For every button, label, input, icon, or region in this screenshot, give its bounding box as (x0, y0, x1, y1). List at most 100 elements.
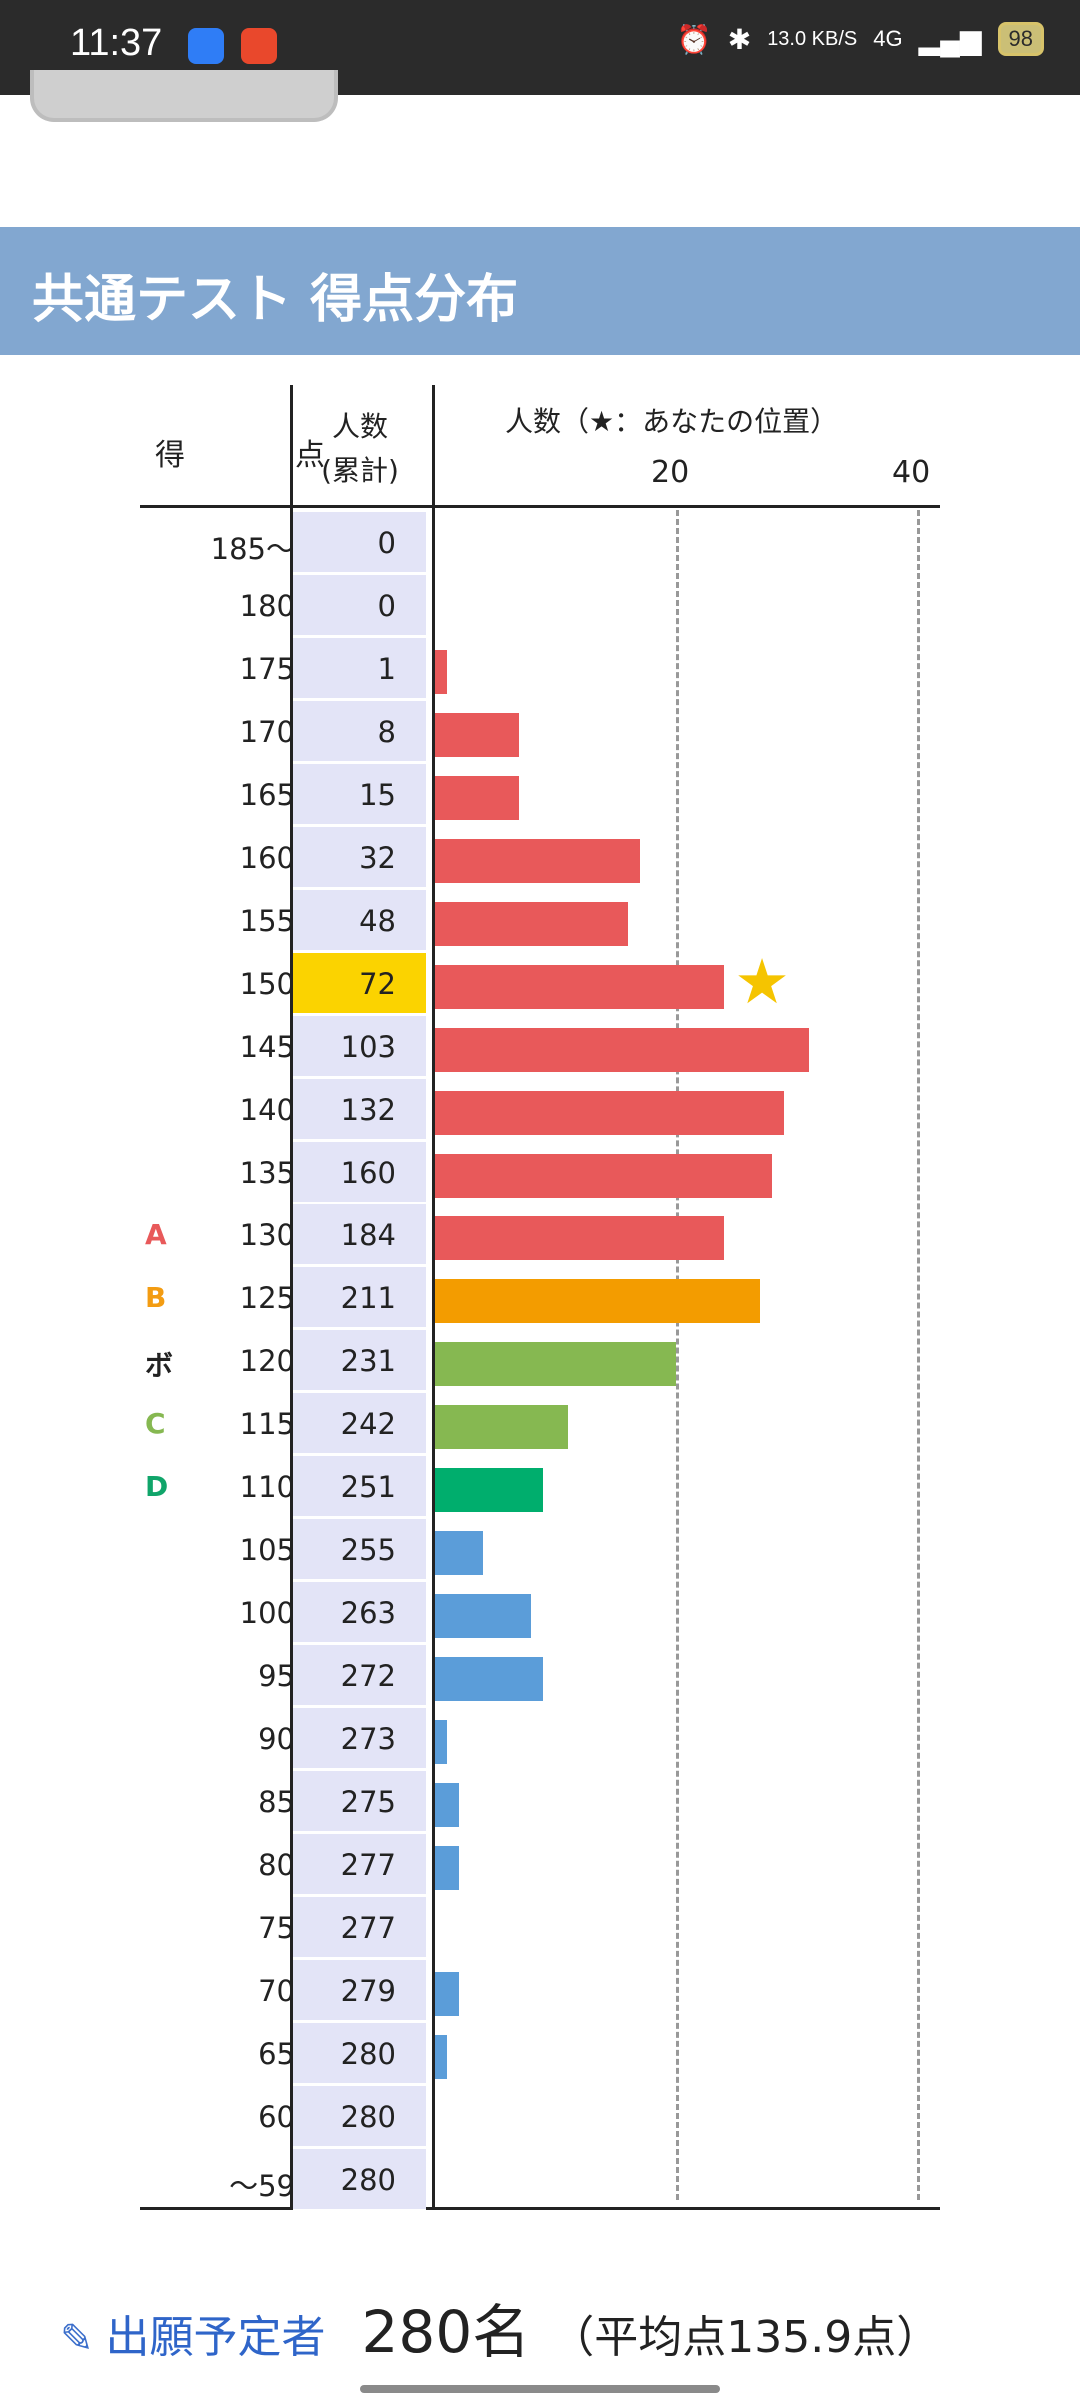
distribution-row: 170 8 (140, 700, 940, 763)
cumulative-count-cell: 272 (293, 1645, 426, 1708)
status-time: 11:37 (70, 22, 163, 64)
score-label: 75 (258, 1910, 295, 1945)
count-bar (435, 901, 628, 946)
cumulative-count: 277 (340, 1910, 396, 1945)
score-label: 130 (239, 1218, 295, 1253)
grade-marker: C (145, 1407, 166, 1441)
distribution-row: 90 273 (140, 1708, 940, 1771)
distribution-row: 175 1 (140, 637, 940, 700)
cumulative-count-cell: 1 (293, 637, 426, 700)
score-label: 165 (239, 777, 295, 812)
count-bar (435, 1594, 532, 1639)
cumulative-count-cell: 255 (293, 1519, 426, 1582)
cumulative-count: 15 (359, 777, 396, 812)
cumulative-count: 184 (340, 1218, 396, 1253)
score-label: 155 (239, 903, 295, 938)
count-bar (435, 964, 725, 1009)
cumulative-count: 211 (340, 1281, 396, 1316)
cumulative-count-cell: 280 (293, 2022, 426, 2085)
cumulative-count-cell: 273 (293, 1708, 426, 1771)
cumulative-count-cell: 0 (293, 512, 426, 574)
count-bar (435, 1845, 460, 1890)
your-position-star-icon: ★ (734, 944, 790, 1018)
score-label: 150 (239, 966, 295, 1001)
score-label: 105 (239, 1533, 295, 1568)
count-bar (435, 1971, 460, 2016)
cumulative-count: 231 (340, 1344, 396, 1379)
count-header-sub: (累計) (321, 454, 399, 487)
pencil-icon[interactable]: ✎ (60, 2316, 94, 2362)
header-divider (140, 505, 940, 508)
distribution-row: 160 32 (140, 826, 940, 889)
cumulative-count: 32 (359, 840, 396, 875)
count-bar (435, 2034, 448, 2079)
count-bar (435, 1027, 809, 1072)
cumulative-count: 103 (340, 1029, 396, 1064)
previous-section-tab[interactable] (30, 70, 338, 122)
cumulative-count: 277 (340, 1847, 396, 1882)
score-label: 60 (258, 2099, 295, 2134)
cumulative-count-cell: 48 (293, 889, 426, 952)
distribution-row: 65 280 (140, 2022, 940, 2085)
score-label: 115 (239, 1407, 295, 1442)
cumulative-count: 132 (340, 1092, 396, 1127)
cumulative-count-cell: 103 (293, 1015, 426, 1078)
x-tick-label: 20 (651, 455, 690, 490)
network-type: 4G (873, 26, 903, 51)
cumulative-count-cell: 8 (293, 700, 426, 763)
cumulative-count-cell: 280 (293, 2085, 426, 2148)
home-indicator[interactable] (360, 2385, 720, 2393)
applicant-count: 280名 (361, 2298, 531, 2366)
distribution-row: A 130 184 (140, 1204, 940, 1267)
cumulative-count: 280 (340, 2162, 396, 2197)
chart-bottom-line (140, 2207, 940, 2210)
count-bar (435, 1405, 568, 1450)
score-label: 65 (258, 2036, 295, 2071)
score-label: 185〜 (210, 532, 295, 566)
cumulative-count-cell: 275 (293, 1771, 426, 1833)
gridline (917, 510, 920, 2200)
count-bar (435, 1720, 448, 1765)
score-label: 〜59 (229, 2168, 295, 2203)
count-bars-divider (432, 385, 435, 2210)
cumulative-count: 72 (359, 966, 396, 1001)
distribution-row: B 125 211 (140, 1267, 940, 1330)
distribution-row: 100 263 (140, 1582, 940, 1645)
score-label: 145 (239, 1029, 295, 1064)
score-label: 160 (239, 840, 295, 875)
score-label: 110 (239, 1470, 295, 1505)
count-bar (435, 1153, 773, 1198)
cumulative-count: 160 (340, 1155, 396, 1190)
distribution-row: 80 277 (140, 1833, 940, 1896)
count-bar (435, 775, 520, 820)
distribution-row: 185〜 0 (140, 512, 940, 574)
cumulative-count: 1 (377, 651, 396, 686)
gridline (676, 510, 679, 2200)
distribution-row: 70 279 (140, 1959, 940, 2022)
distribution-row: 60 280 (140, 2085, 940, 2148)
cumulative-count: 242 (340, 1407, 396, 1442)
status-icons: ⏰ ✱ 13.0 KB/S 4G ▂▄▆ 98 (677, 22, 1044, 56)
cumulative-count-cell: 279 (293, 1959, 426, 2022)
score-label: 100 (239, 1596, 295, 1631)
count-bar (435, 1531, 484, 1576)
score-label: 175 (239, 651, 295, 686)
cumulative-count-cell: 15 (293, 763, 426, 826)
battery-icon: 98 (997, 22, 1044, 56)
cumulative-count: 251 (340, 1470, 396, 1505)
grade-marker: D (145, 1470, 169, 1504)
cumulative-count: 272 (340, 1659, 396, 1694)
distribution-row: 165 15 (140, 763, 940, 826)
distribution-row: ボ 120 231 (140, 1330, 940, 1393)
x-tick-label: 40 (892, 455, 931, 490)
distribution-row: 75 277 (140, 1896, 940, 1959)
score-label: 125 (239, 1281, 295, 1316)
score-label: 70 (258, 1973, 295, 2008)
applicant-label[interactable]: 出願予定者 (105, 2312, 326, 2363)
count-bar (435, 838, 640, 883)
cumulative-count: 48 (359, 903, 396, 938)
cumulative-count-cell: 263 (293, 1582, 426, 1645)
count-column-header: 人数 (累計) (295, 405, 425, 493)
count-bar (435, 1783, 460, 1827)
grade-marker: ボ (145, 1349, 174, 1383)
